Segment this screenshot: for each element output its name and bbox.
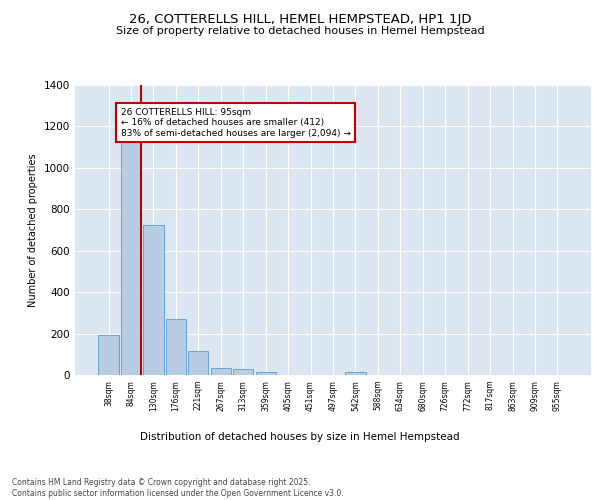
Bar <box>166 319 186 375</box>
Y-axis label: Number of detached properties: Number of detached properties <box>28 153 38 307</box>
Bar <box>211 368 231 375</box>
Text: Contains HM Land Registry data © Crown copyright and database right 2025.
Contai: Contains HM Land Registry data © Crown c… <box>12 478 344 498</box>
Bar <box>121 136 141 375</box>
Bar <box>256 372 276 375</box>
Bar <box>233 369 253 375</box>
Bar <box>188 351 208 375</box>
Bar <box>98 334 119 375</box>
Bar <box>143 225 164 375</box>
Text: Size of property relative to detached houses in Hemel Hempstead: Size of property relative to detached ho… <box>116 26 484 36</box>
Bar <box>346 372 365 375</box>
Text: 26, COTTERELLS HILL, HEMEL HEMPSTEAD, HP1 1JD: 26, COTTERELLS HILL, HEMEL HEMPSTEAD, HP… <box>129 12 471 26</box>
Text: 26 COTTERELLS HILL: 95sqm
← 16% of detached houses are smaller (412)
83% of semi: 26 COTTERELLS HILL: 95sqm ← 16% of detac… <box>121 108 351 138</box>
Text: Distribution of detached houses by size in Hemel Hempstead: Distribution of detached houses by size … <box>140 432 460 442</box>
